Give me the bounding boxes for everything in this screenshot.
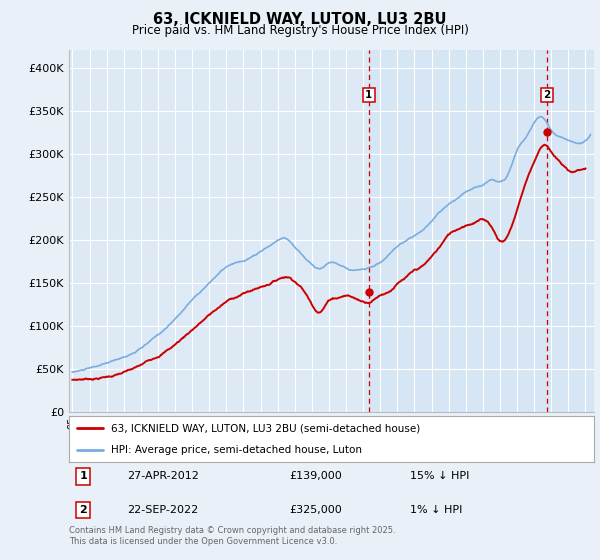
Text: 1: 1 xyxy=(79,472,87,482)
Text: 63, ICKNIELD WAY, LUTON, LU3 2BU (semi-detached house): 63, ICKNIELD WAY, LUTON, LU3 2BU (semi-d… xyxy=(111,423,420,433)
Text: 1: 1 xyxy=(365,90,373,100)
Text: £325,000: £325,000 xyxy=(290,505,342,515)
Text: Price paid vs. HM Land Registry's House Price Index (HPI): Price paid vs. HM Land Registry's House … xyxy=(131,24,469,36)
Bar xyxy=(369,50,594,412)
Text: 2: 2 xyxy=(544,90,551,100)
Text: 27-APR-2012: 27-APR-2012 xyxy=(127,472,199,482)
Text: 15% ↓ HPI: 15% ↓ HPI xyxy=(410,472,470,482)
Text: 1% ↓ HPI: 1% ↓ HPI xyxy=(410,505,463,515)
Text: £139,000: £139,000 xyxy=(290,472,342,482)
Text: HPI: Average price, semi-detached house, Luton: HPI: Average price, semi-detached house,… xyxy=(111,445,362,455)
Text: Contains HM Land Registry data © Crown copyright and database right 2025.
This d: Contains HM Land Registry data © Crown c… xyxy=(69,526,395,546)
Text: 22-SEP-2022: 22-SEP-2022 xyxy=(127,505,198,515)
Text: 63, ICKNIELD WAY, LUTON, LU3 2BU: 63, ICKNIELD WAY, LUTON, LU3 2BU xyxy=(153,12,447,27)
Text: 2: 2 xyxy=(79,505,87,515)
